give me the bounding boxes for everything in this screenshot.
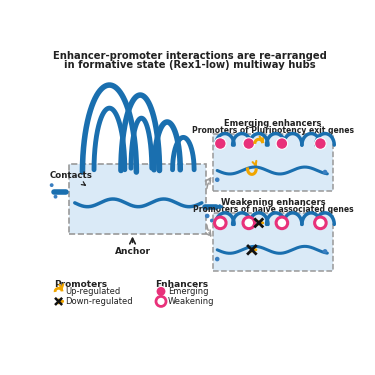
- Circle shape: [215, 177, 219, 182]
- Circle shape: [323, 170, 327, 174]
- Text: Promoters of Pluripotency exit genes: Promoters of Pluripotency exit genes: [192, 126, 354, 135]
- Circle shape: [156, 286, 166, 296]
- Text: Emerging: Emerging: [168, 287, 208, 296]
- Circle shape: [156, 296, 166, 306]
- Text: Enhancer-promoter interactions are re-arranged: Enhancer-promoter interactions are re-ar…: [53, 51, 327, 61]
- Text: Anchor: Anchor: [114, 247, 150, 256]
- Circle shape: [210, 219, 214, 222]
- Circle shape: [205, 214, 210, 218]
- Bar: [213, 213, 333, 271]
- Circle shape: [243, 217, 255, 229]
- Circle shape: [315, 138, 326, 149]
- Circle shape: [214, 138, 226, 149]
- Circle shape: [54, 195, 57, 199]
- Text: Promoters of naïve associated genes: Promoters of naïve associated genes: [193, 205, 353, 214]
- Text: in formative state (Rex1-low) multiway hubs: in formative state (Rex1-low) multiway h…: [64, 60, 316, 70]
- Text: Weakening enhancers: Weakening enhancers: [221, 198, 326, 207]
- Bar: [213, 134, 333, 191]
- Bar: [69, 164, 206, 234]
- Text: Down-regulated: Down-regulated: [66, 297, 133, 306]
- Text: Promoters: Promoters: [54, 280, 107, 289]
- Text: Weakening: Weakening: [168, 297, 214, 306]
- Text: Up-regulated: Up-regulated: [66, 287, 121, 296]
- Circle shape: [276, 217, 288, 229]
- Circle shape: [50, 183, 54, 187]
- Circle shape: [215, 257, 219, 261]
- FancyArrow shape: [216, 205, 223, 209]
- Circle shape: [276, 138, 288, 149]
- Circle shape: [315, 217, 326, 229]
- Circle shape: [243, 138, 255, 149]
- Text: Contacts: Contacts: [50, 171, 93, 185]
- Text: Enhancers: Enhancers: [156, 280, 209, 289]
- Circle shape: [214, 217, 226, 229]
- Circle shape: [323, 249, 327, 254]
- Text: Emerging enhancers: Emerging enhancers: [224, 119, 322, 128]
